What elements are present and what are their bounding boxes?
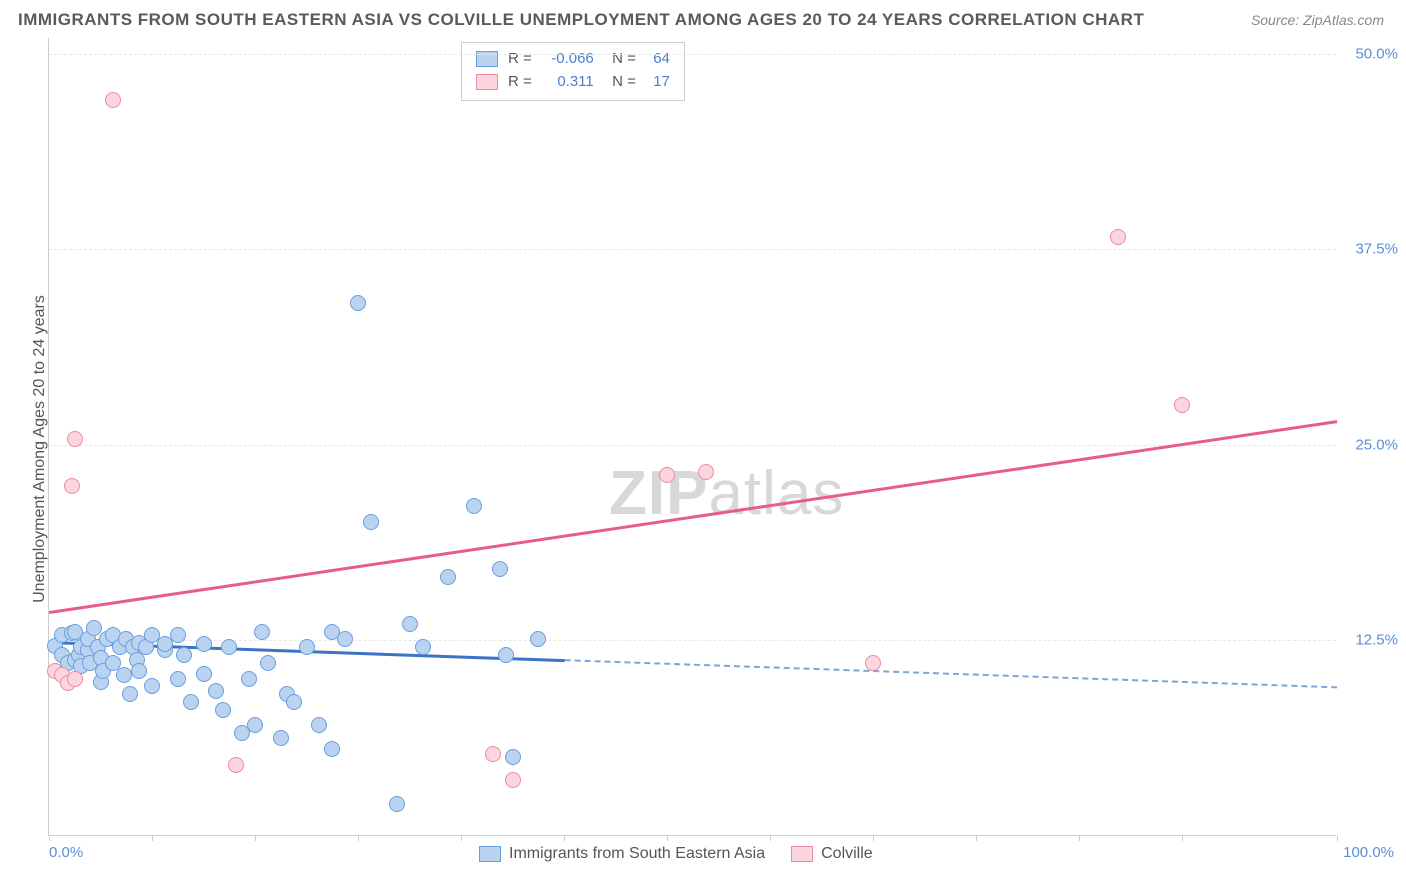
data-point [170, 627, 186, 643]
x-tick-mark [358, 835, 359, 841]
data-point [105, 92, 121, 108]
data-point [865, 655, 881, 671]
legend-item: Colville [791, 845, 873, 863]
data-point [530, 631, 546, 647]
x-tick-mark [873, 835, 874, 841]
x-tick-mark [255, 835, 256, 841]
data-point [299, 639, 315, 655]
data-point [1110, 229, 1126, 245]
y-axis-tick: 25.0% [1355, 436, 1398, 453]
data-point [67, 671, 83, 687]
x-tick-mark [1182, 835, 1183, 841]
data-point [122, 686, 138, 702]
chart-title: IMMIGRANTS FROM SOUTH EASTERN ASIA VS CO… [18, 10, 1144, 30]
data-point [144, 678, 160, 694]
data-point [170, 671, 186, 687]
data-point [116, 667, 132, 683]
y-axis-tick: 37.5% [1355, 241, 1398, 258]
data-point [324, 741, 340, 757]
legend-label: Colville [821, 845, 873, 863]
data-point [196, 636, 212, 652]
data-point [498, 647, 514, 663]
data-point [260, 655, 276, 671]
data-point [208, 683, 224, 699]
y-axis-tick: 12.5% [1355, 632, 1398, 649]
data-point [466, 498, 482, 514]
legend: Immigrants from South Eastern Asia Colvil… [479, 845, 873, 863]
data-point [196, 666, 212, 682]
data-point [64, 478, 80, 494]
data-point [311, 717, 327, 733]
source-attribution: Source: ZipAtlas.com [1251, 12, 1384, 28]
y-axis-label: Unemployment Among Ages 20 to 24 years [31, 289, 49, 609]
data-point [492, 561, 508, 577]
legend-swatch [476, 74, 498, 90]
data-point [221, 639, 237, 655]
data-point [440, 569, 456, 585]
x-axis-tick-min: 0.0% [49, 844, 83, 861]
x-tick-mark [564, 835, 565, 841]
x-tick-mark [461, 835, 462, 841]
data-point [131, 663, 147, 679]
legend-swatch [479, 846, 501, 862]
data-point [176, 647, 192, 663]
data-point [183, 694, 199, 710]
stats-row: R = -0.066 N = 64 [476, 47, 670, 70]
data-point [485, 746, 501, 762]
x-tick-mark [1337, 835, 1338, 841]
x-tick-mark [49, 835, 50, 841]
data-point [505, 749, 521, 765]
x-axis-tick-max: 100.0% [1343, 844, 1394, 861]
x-tick-mark [667, 835, 668, 841]
data-point [1174, 397, 1190, 413]
legend-item: Immigrants from South Eastern Asia [479, 845, 765, 863]
data-point [415, 639, 431, 655]
data-point [698, 464, 714, 480]
x-tick-mark [152, 835, 153, 841]
stats-row: R = 0.311 N = 17 [476, 70, 670, 93]
gridline [49, 54, 1336, 55]
data-point [228, 757, 244, 773]
scatter-plot-area: ZIPatlas R = -0.066 N = 64R = 0.311 N = … [48, 38, 1336, 836]
watermark: ZIPatlas [609, 458, 844, 529]
data-point [273, 730, 289, 746]
gridline [49, 445, 1336, 446]
legend-swatch [791, 846, 813, 862]
gridline [49, 249, 1336, 250]
x-tick-mark [976, 835, 977, 841]
data-point [286, 694, 302, 710]
data-point [247, 717, 263, 733]
legend-label: Immigrants from South Eastern Asia [509, 845, 765, 863]
data-point [67, 431, 83, 447]
data-point [363, 514, 379, 530]
y-axis-tick: 50.0% [1355, 45, 1398, 62]
x-tick-mark [1079, 835, 1080, 841]
data-point [659, 467, 675, 483]
trend-line [49, 421, 1337, 612]
gridline [49, 640, 1336, 641]
data-point [254, 624, 270, 640]
data-point [505, 772, 521, 788]
data-point [389, 796, 405, 812]
data-point [350, 295, 366, 311]
data-point [402, 616, 418, 632]
data-point [241, 671, 257, 687]
data-point [215, 702, 231, 718]
correlation-stats-box: R = -0.066 N = 64R = 0.311 N = 17 [461, 42, 685, 101]
data-point [337, 631, 353, 647]
x-tick-mark [770, 835, 771, 841]
